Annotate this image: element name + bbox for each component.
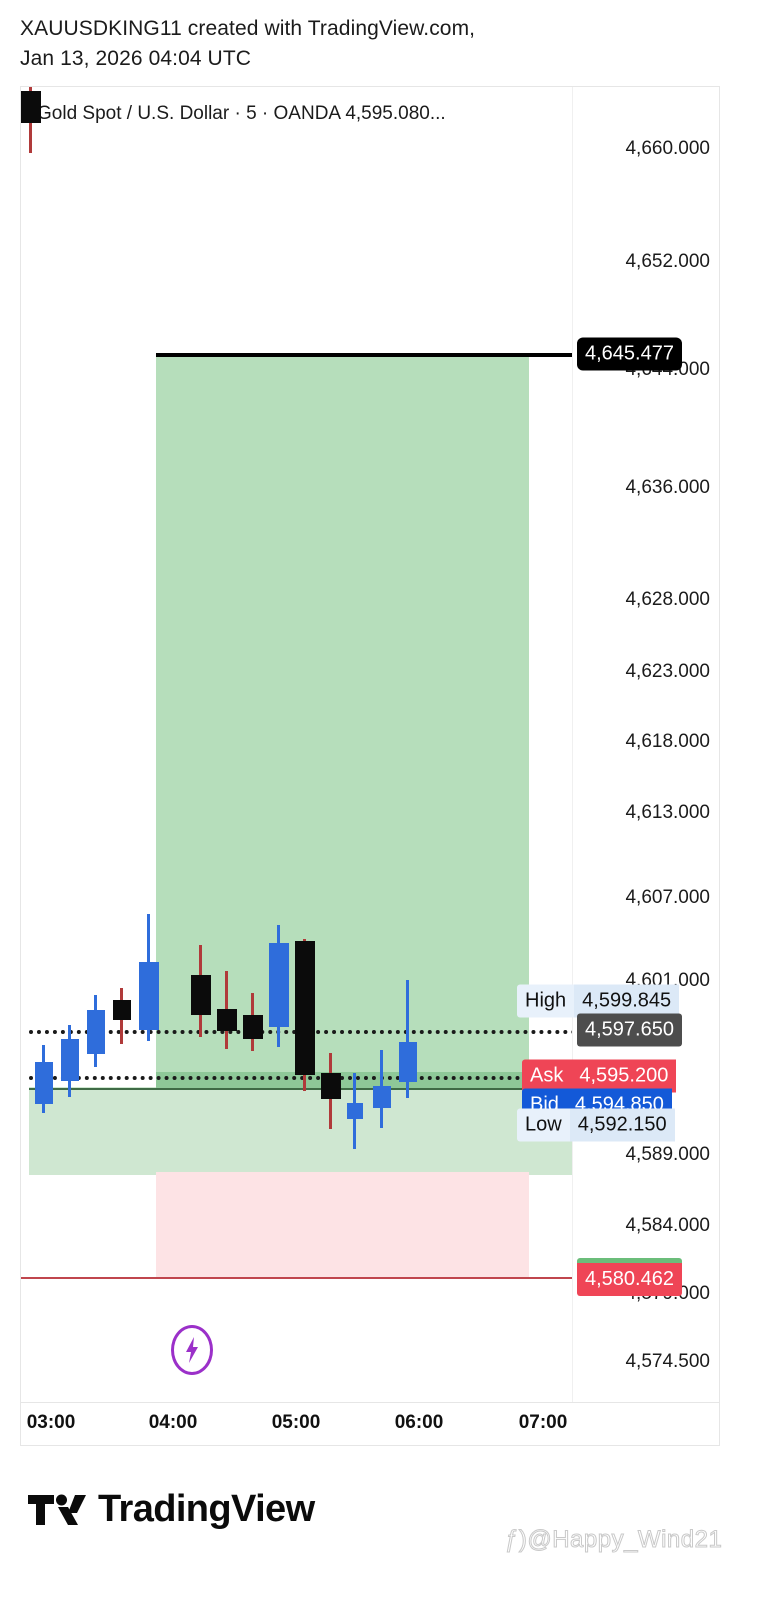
y-tick: 4,636.000 xyxy=(625,477,710,498)
close-value: 4,597.650 xyxy=(585,1018,674,1041)
low-value: 4,592.150 xyxy=(569,1108,675,1142)
y-tick: 4,660.000 xyxy=(625,138,710,159)
entry-band-2 xyxy=(156,1072,529,1088)
candle xyxy=(295,939,315,1091)
take-profit-value: 4,645.477 xyxy=(585,342,674,365)
stop-loss-value: 4,580.462 xyxy=(585,1268,674,1290)
take-profit-line xyxy=(156,353,572,357)
y-tick: 4,623.000 xyxy=(625,661,710,682)
candle xyxy=(113,988,131,1044)
tradingview-logo[interactable]: TradingView xyxy=(28,1488,315,1531)
y-tick: 4,584.000 xyxy=(625,1215,710,1236)
caption-text: XAUUSDKING11 created with TradingView.co… xyxy=(20,17,476,70)
chart-plot-pane[interactable] xyxy=(21,87,572,1402)
profit-zone xyxy=(156,355,529,1172)
x-tick: 03:00 xyxy=(26,1412,76,1433)
candle xyxy=(399,980,417,1098)
y-tick: 4,652.000 xyxy=(625,251,710,272)
price-axis[interactable]: 4,660.000 4,652.000 4,644.000 4,636.000 … xyxy=(572,87,719,1402)
tradingview-mark xyxy=(28,1494,86,1525)
ask-tag[interactable]: Ask 4,595.200 xyxy=(522,1059,677,1093)
tradingview-wordmark: TradingView xyxy=(98,1488,315,1530)
candle xyxy=(139,914,159,1041)
candle xyxy=(87,995,105,1067)
take-profit-tag[interactable]: 4,645.477 xyxy=(577,337,682,371)
ask-value: 4,595.200 xyxy=(571,1059,677,1093)
candle xyxy=(35,1045,53,1113)
time-axis[interactable]: 03:00 04:00 05:00 06:00 07:00 xyxy=(21,1402,719,1445)
candle xyxy=(373,1050,391,1128)
chart-title: Gold Spot / U.S. Dollar · 5 · OANDA 4,59… xyxy=(37,103,446,124)
stop-loss-tag[interactable]: 4,580.462 xyxy=(577,1258,682,1296)
high-label: High xyxy=(517,984,575,1018)
chart-frame: Gold Spot / U.S. Dollar · 5 · OANDA 4,59… xyxy=(20,86,720,1446)
y-tick: 4,618.000 xyxy=(625,731,710,752)
candle xyxy=(191,945,211,1037)
lightning-badge[interactable] xyxy=(171,1325,213,1375)
low-label: Low xyxy=(517,1108,570,1142)
y-tick: 4,574.500 xyxy=(625,1351,710,1372)
ask-level-line xyxy=(29,1076,572,1080)
lightning-bolt-icon xyxy=(186,1337,198,1363)
profit-zone-extension-low xyxy=(29,1087,572,1172)
y-tick: 4,613.000 xyxy=(625,802,710,823)
candle xyxy=(321,1053,341,1129)
user-watermark: ƒ)@Happy_Wind21 xyxy=(504,1526,723,1554)
candle xyxy=(243,993,263,1051)
y-tick: 4,628.000 xyxy=(625,589,710,610)
x-tick: 06:00 xyxy=(394,1412,444,1433)
stop-loss-line xyxy=(21,1277,572,1279)
entry-line xyxy=(29,1088,572,1090)
candle xyxy=(347,1073,363,1149)
y-tick: 4,589.000 xyxy=(625,1144,710,1165)
x-tick: 07:00 xyxy=(518,1412,568,1433)
high-tag[interactable]: High 4,599.845 xyxy=(517,984,680,1018)
x-tick: 05:00 xyxy=(271,1412,321,1433)
low-tag[interactable]: Low 4,592.150 xyxy=(517,1108,675,1142)
close-tag[interactable]: 4,597.650 xyxy=(577,1013,682,1047)
candle xyxy=(61,1025,79,1097)
candle xyxy=(217,971,237,1049)
y-tick: 4,607.000 xyxy=(625,887,710,908)
candle xyxy=(269,925,289,1047)
x-tick: 04:00 xyxy=(148,1412,198,1433)
footer: TradingView xyxy=(0,1470,760,1620)
high-value: 4,599.845 xyxy=(574,984,680,1018)
loss-zone xyxy=(156,1172,529,1278)
ask-label: Ask xyxy=(522,1059,572,1093)
